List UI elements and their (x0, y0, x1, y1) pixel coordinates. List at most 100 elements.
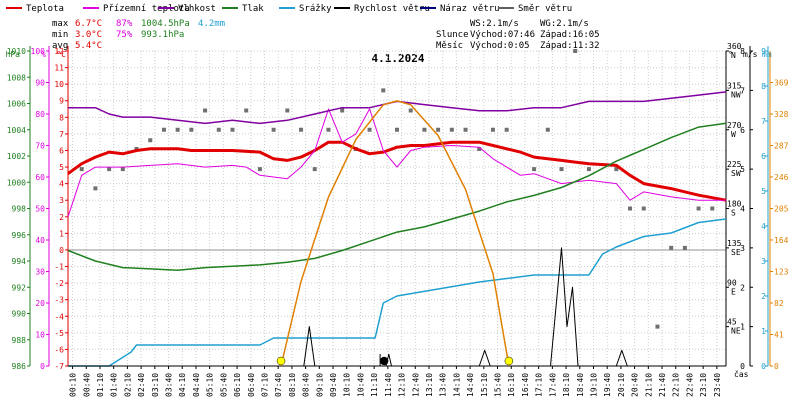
wind-dir-tick-label: 225 (727, 160, 742, 169)
sun-tick-label: 41 (774, 331, 784, 340)
x-tick-label: 07:40 (274, 373, 283, 397)
wind-dir-point (614, 167, 619, 172)
wind-dir-unit: ° (728, 50, 733, 59)
x-tick-label: 09:10 (315, 373, 324, 397)
legend-label: Přízemní teplota (103, 4, 190, 14)
wind-speed-tick-label: 6 (740, 126, 745, 135)
temperature-tick-label: 12 (54, 47, 64, 56)
legend-label: Rychlost větru (354, 4, 430, 14)
temperature-tick-label: 3 (59, 196, 64, 205)
x-unit-label: čas (734, 369, 749, 379)
wind-dir-point (504, 127, 509, 132)
stat-max-label: max (52, 19, 69, 29)
x-tick-label: 10:40 (356, 373, 365, 397)
wind-dir-tick-label: 45 (727, 318, 737, 327)
stat-min-press: 993.1hPa (141, 30, 184, 40)
wind-dir-point (175, 127, 180, 132)
pressure-tick-label: 992 (12, 283, 27, 292)
temperature-tick-label: 9 (59, 97, 64, 106)
wind-dir-point (367, 127, 372, 132)
rain-tick-label: 6 (761, 152, 766, 161)
sun-tick-label: 328 (774, 110, 789, 119)
x-tick-label: 14:40 (466, 373, 475, 397)
rain-unit: mm (762, 50, 772, 59)
wind-dir-point (545, 127, 550, 132)
humidity-tick-label: 0 (40, 362, 45, 371)
wind-speed-tick-label: 7 (740, 86, 745, 95)
humidity-tick-label: 40 (35, 236, 45, 245)
x-tick-label: 06:40 (247, 373, 256, 397)
x-tick-label: 16:10 (507, 373, 516, 397)
pressure-tick-label: 996 (12, 231, 27, 240)
wind-dir-tick-label: 135 (727, 239, 742, 248)
temperature-unit: °C (56, 50, 66, 59)
stat-min-hum: 75% (116, 30, 133, 40)
series-line (68, 218, 727, 367)
pressure-tick-label: 994 (12, 257, 27, 266)
info-moon-set: Západ:11:32 (540, 41, 600, 51)
temperature-tick-label: -6 (54, 345, 64, 354)
x-tick-label: 18:10 (562, 373, 571, 397)
wind-dir-point (463, 127, 468, 132)
rain-tick-label: 8 (761, 82, 766, 91)
wind-speed-tick-label: 0 (740, 362, 745, 371)
x-tick-label: 10:10 (343, 373, 352, 397)
rain-tick-label: 4 (761, 222, 766, 231)
sun-tick-label: 82 (774, 299, 784, 308)
rain-tick-label: 5 (761, 187, 766, 196)
wind-dir-point (79, 167, 84, 172)
sun-tick-label: 164 (774, 236, 789, 245)
wind-dir-compass-label: S (731, 209, 736, 218)
info-moon-rise: Východ:0:05 (470, 41, 530, 51)
wind-dir-compass-label: SE (731, 248, 741, 257)
wind-dir-point (189, 127, 194, 132)
pressure-unit: hPa (6, 50, 21, 59)
info-moon-label: Měsíc (436, 41, 463, 51)
rain-tick-label: 1 (761, 327, 766, 336)
humidity-tick-label: 20 (35, 299, 45, 308)
wind-dir-point (257, 167, 262, 172)
wind-speed-unit: m/s (743, 50, 758, 59)
temperature-tick-label: 0 (59, 246, 64, 255)
temperature-tick-label: 11 (54, 64, 64, 73)
wind-dir-point (148, 138, 153, 143)
wind-dir-point (340, 108, 345, 113)
wind-speed-tick-label: 3 (740, 244, 745, 253)
x-tick-label: 02:40 (137, 373, 146, 397)
wind-dir-point (161, 127, 166, 132)
x-tick-label: 00:10 (69, 373, 78, 397)
wind-dir-point (120, 167, 125, 172)
wind-dir-point (669, 245, 674, 250)
humidity-tick-label: 80 (35, 110, 45, 119)
pressure-tick-label: 990 (12, 310, 27, 319)
x-tick-label: 03:10 (151, 373, 160, 397)
stat-max-rain: 4.2mm (198, 19, 225, 29)
pressure-tick-label: 1004 (7, 126, 26, 135)
temperature-tick-label: 1 (59, 229, 64, 238)
sunset-marker (504, 356, 514, 366)
wind-dir-point (271, 127, 276, 132)
pressure-tick-label: 988 (12, 336, 27, 345)
stats-block: max 6.7°C 87% 1004.5hPa 4.2mm min 3.0°C … (52, 19, 225, 51)
wind-dir-point (682, 245, 687, 250)
wind-dir-point (381, 88, 386, 93)
sun-tick-label: 123 (774, 268, 789, 277)
x-tick-label: 12:40 (411, 373, 420, 397)
chart-title: 4.1.2024 (372, 52, 425, 65)
stat-avg-temp: 5.4°C (75, 41, 102, 51)
info-sun-set: Západ:16:05 (540, 30, 600, 40)
pressure-tick-label: 1008 (7, 73, 26, 82)
sun-tick-label: 246 (774, 173, 789, 182)
moonset-marker (379, 356, 389, 366)
x-tick-label: 08:40 (302, 373, 311, 397)
x-tick-label: 15:40 (494, 373, 503, 397)
wind-dir-point (408, 108, 413, 113)
x-tick-label: 03:40 (165, 373, 174, 397)
wind-dir-tick-label: 180 (727, 200, 742, 209)
wind-dir-point (326, 127, 331, 132)
rain-tick-label: 3 (761, 257, 766, 266)
temperature-tick-label: -1 (54, 263, 64, 272)
pressure-tick-label: 1000 (7, 178, 26, 187)
x-tick-label: 19:10 (589, 373, 598, 397)
x-tick-label: 11:40 (384, 373, 393, 397)
